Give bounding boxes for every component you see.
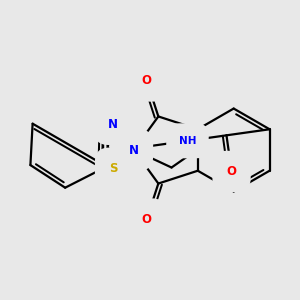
Text: O: O xyxy=(142,212,152,226)
Text: O: O xyxy=(226,165,237,178)
Text: O: O xyxy=(142,74,152,88)
Text: S: S xyxy=(109,162,118,175)
Text: NH: NH xyxy=(179,136,196,146)
Text: N: N xyxy=(108,118,118,131)
Text: N: N xyxy=(129,143,139,157)
